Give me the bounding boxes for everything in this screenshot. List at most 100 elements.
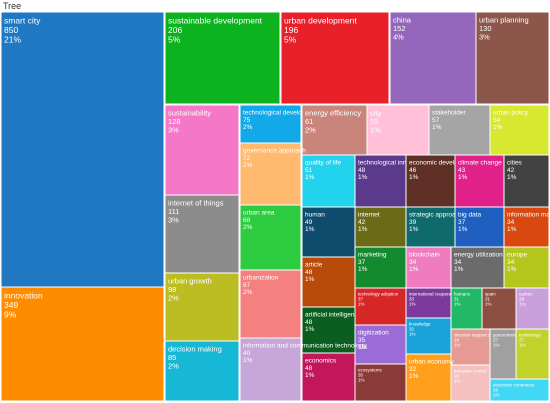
cell-label: climate change <box>458 160 502 167</box>
cell-label: decision support system <box>454 333 503 338</box>
treemap-rect <box>354 363 407 402</box>
cell-label: city <box>370 109 382 118</box>
cell-value: 43 <box>458 167 466 174</box>
cell-value: 850 <box>4 25 18 35</box>
cell-label: economic development <box>409 160 476 167</box>
cell-percent: 9% <box>4 310 17 320</box>
cell-value: 48 <box>358 167 366 174</box>
cell-percent: 1% <box>409 332 416 337</box>
cell-percent: 1% <box>519 302 526 307</box>
treemap-rect <box>239 337 302 402</box>
cell-label: smart city <box>4 16 41 26</box>
cell-percent: 1% <box>358 266 368 273</box>
treemap-rect <box>405 287 452 319</box>
treemap-rect <box>450 328 491 366</box>
cell-value: 34 <box>454 259 462 266</box>
cell-value: 34 <box>507 219 515 226</box>
cell-label: cities <box>507 160 523 167</box>
cell-value: 31 <box>454 297 460 302</box>
cell-label: blockchain <box>409 252 440 259</box>
cell-value: 35 <box>358 373 364 378</box>
cell-value: 46 <box>409 167 417 174</box>
cell-label: urban area <box>243 210 275 217</box>
cell-percent: 2% <box>168 293 179 302</box>
cell-value: 72 <box>243 155 251 162</box>
treemap-rect <box>454 206 505 248</box>
treemap-cell-information-and-communication-technology: information and communication technology… <box>239 337 367 402</box>
treemap-rect <box>515 328 550 380</box>
cell-percent: 2% <box>243 124 253 131</box>
cell-percent: 1% <box>454 302 461 307</box>
treemap-rect <box>489 328 517 380</box>
cell-percent: 1% <box>485 302 492 307</box>
cell-label: technology adoption <box>358 292 399 297</box>
cell-label: technology <box>519 333 542 338</box>
cell-percent: 2% <box>243 289 253 296</box>
cell-label: technological development <box>243 110 320 117</box>
cell-value: 40 <box>243 350 251 357</box>
treemap-rect <box>389 11 477 105</box>
cell-label: information and communication technology <box>243 343 367 350</box>
chart-title: Tree <box>3 1 22 11</box>
treemap-rect <box>405 154 456 208</box>
cell-label: government <box>493 333 518 338</box>
cell-value: 98 <box>168 285 176 294</box>
treemap-rect <box>354 324 407 365</box>
cell-label: china <box>393 16 412 25</box>
cell-percent: 2% <box>243 162 253 169</box>
cell-percent: 1% <box>243 357 253 364</box>
cell-percent: 1% <box>305 326 315 333</box>
cell-value: 32 <box>409 366 417 373</box>
treemap-rect <box>239 142 302 206</box>
cell-value: 49 <box>305 219 313 226</box>
treemap-rect <box>301 104 368 156</box>
cell-value: 196 <box>284 25 298 35</box>
cell-percent: 1% <box>305 226 315 233</box>
cell-label: emission control <box>454 369 487 374</box>
cell-percent: 1% <box>409 226 419 233</box>
cell-percent: 1% <box>493 343 500 348</box>
cell-label: human <box>305 212 325 219</box>
cell-percent: 1% <box>358 378 365 383</box>
cell-value: 42 <box>507 167 515 174</box>
cell-value: 67 <box>243 282 251 289</box>
treemap-rect <box>301 256 356 308</box>
treemap-rect <box>489 104 550 156</box>
treemap-rect <box>450 364 491 402</box>
cell-percent: 1% <box>370 125 381 134</box>
cell-percent: 3% <box>479 32 490 41</box>
treemap-rect <box>503 246 550 289</box>
treemap-rect <box>503 206 550 248</box>
cell-percent: 1% <box>493 124 503 131</box>
cell-percent: 1% <box>458 174 468 181</box>
cell-label: electronic commerce <box>493 383 535 388</box>
cell-percent: 3% <box>168 125 179 134</box>
cell-label: digitization <box>358 330 389 337</box>
cell-label: carbon <box>519 292 533 297</box>
cell-percent: 1% <box>454 266 464 273</box>
treemap-rect <box>489 378 550 402</box>
cell-percent: 2% <box>168 361 179 370</box>
